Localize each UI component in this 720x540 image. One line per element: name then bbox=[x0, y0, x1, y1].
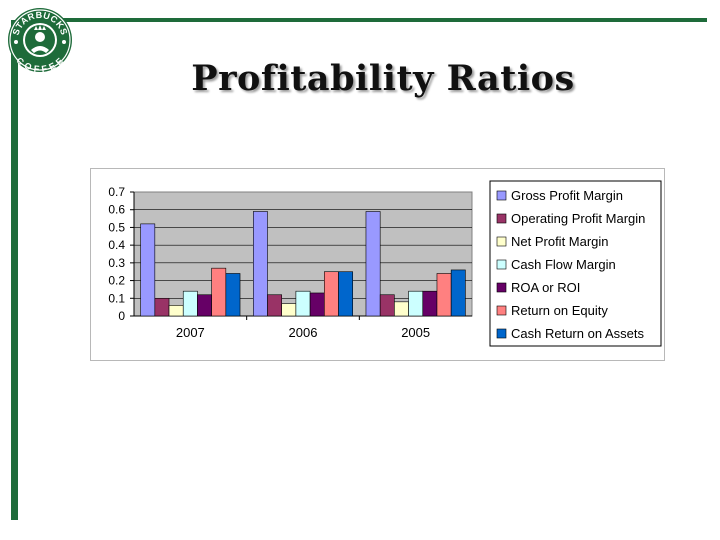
legend-swatch bbox=[496, 328, 507, 339]
y-tick-label: 0.5 bbox=[108, 220, 125, 234]
legend-label: Cash Return on Assets bbox=[511, 326, 644, 341]
slide-title: Profitability Ratios bbox=[191, 58, 575, 99]
bar bbox=[197, 294, 212, 317]
bar bbox=[436, 273, 452, 317]
x-tick-label: 2005 bbox=[401, 325, 430, 340]
bar bbox=[225, 273, 241, 317]
bar bbox=[154, 297, 170, 317]
bar-chart: 0 0.1 0.2 0.3 0.4 0.5 0.6 0.7 2007 2006 2005 Gross … bbox=[108, 180, 662, 347]
x-tick-label: 2007 bbox=[176, 325, 205, 340]
legend-swatch bbox=[496, 190, 507, 201]
bar bbox=[379, 294, 395, 317]
legend-label: Gross Profit Margin bbox=[511, 188, 623, 203]
bar bbox=[394, 301, 409, 317]
legend-swatch bbox=[496, 213, 507, 224]
y-tick-label: 0.1 bbox=[108, 291, 125, 305]
bar bbox=[450, 269, 466, 317]
legend-swatch bbox=[496, 282, 507, 293]
chart-container: 0 0.1 0.2 0.3 0.4 0.5 0.6 0.7 2007 2006 2005 Gross … bbox=[90, 168, 665, 361]
bar bbox=[140, 223, 156, 317]
bar bbox=[211, 267, 227, 317]
bar bbox=[338, 271, 353, 317]
bar bbox=[422, 290, 438, 317]
bar bbox=[182, 290, 198, 317]
y-tick-label: 0.6 bbox=[108, 203, 125, 217]
legend-swatch bbox=[496, 236, 507, 247]
bar bbox=[324, 271, 339, 317]
legend-label: Operating Profit Margin bbox=[511, 211, 645, 226]
starbucks-logo: STARBUCKS COFFEE bbox=[6, 6, 74, 74]
frame-left-bar bbox=[11, 20, 18, 520]
y-tick-label: 0.7 bbox=[108, 185, 125, 199]
x-tick-label: 2006 bbox=[289, 325, 318, 340]
legend-swatch bbox=[496, 259, 507, 270]
y-tick-label: 0.2 bbox=[108, 274, 125, 288]
frame-top-bar bbox=[55, 18, 707, 22]
bar bbox=[365, 211, 381, 317]
bar bbox=[281, 303, 297, 317]
bar bbox=[168, 305, 184, 317]
legend-box bbox=[489, 180, 662, 347]
bar bbox=[408, 290, 424, 317]
legend-label: Cash Flow Margin bbox=[511, 257, 616, 272]
bar bbox=[253, 211, 268, 317]
legend-label: Net Profit Margin bbox=[511, 234, 609, 249]
bar bbox=[309, 292, 325, 317]
legend-label: ROA or ROI bbox=[511, 280, 580, 295]
bar bbox=[267, 294, 282, 317]
legend-swatch bbox=[496, 305, 507, 316]
y-tick-label: 0 bbox=[118, 309, 125, 323]
bar bbox=[295, 290, 311, 317]
legend-label: Return on Equity bbox=[511, 303, 608, 318]
y-tick-label: 0.3 bbox=[108, 256, 125, 270]
y-tick-label: 0.4 bbox=[108, 238, 125, 252]
